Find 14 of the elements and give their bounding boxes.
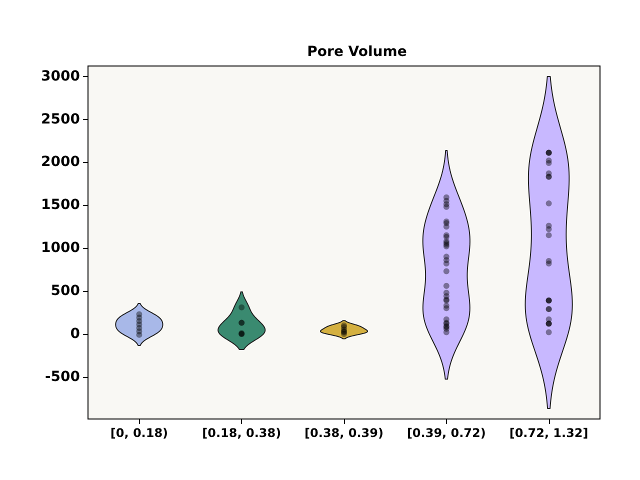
y-tick-label: 500: [50, 283, 80, 300]
y-tick-label: 1000: [41, 240, 80, 256]
y-tick-label: 2000: [41, 154, 80, 170]
y-tick-label: 2500: [41, 111, 80, 128]
x-tick-label: [0.38, 0.39): [304, 426, 384, 440]
x-tick-label: [0.18, 0.38): [202, 426, 282, 440]
y-tick-label: 3000: [41, 68, 80, 84]
y-tick-label: -500: [44, 368, 80, 385]
y-tick-label: 0: [70, 326, 80, 342]
x-tick-label: [0.72, 1.32]: [509, 426, 588, 440]
x-tick-label: [0.39, 0.72): [406, 426, 486, 440]
x-tick-label: [0, 0.18): [110, 426, 168, 440]
chart-title: Pore Volume: [307, 44, 407, 60]
y-tick-label: 1500: [41, 197, 80, 214]
